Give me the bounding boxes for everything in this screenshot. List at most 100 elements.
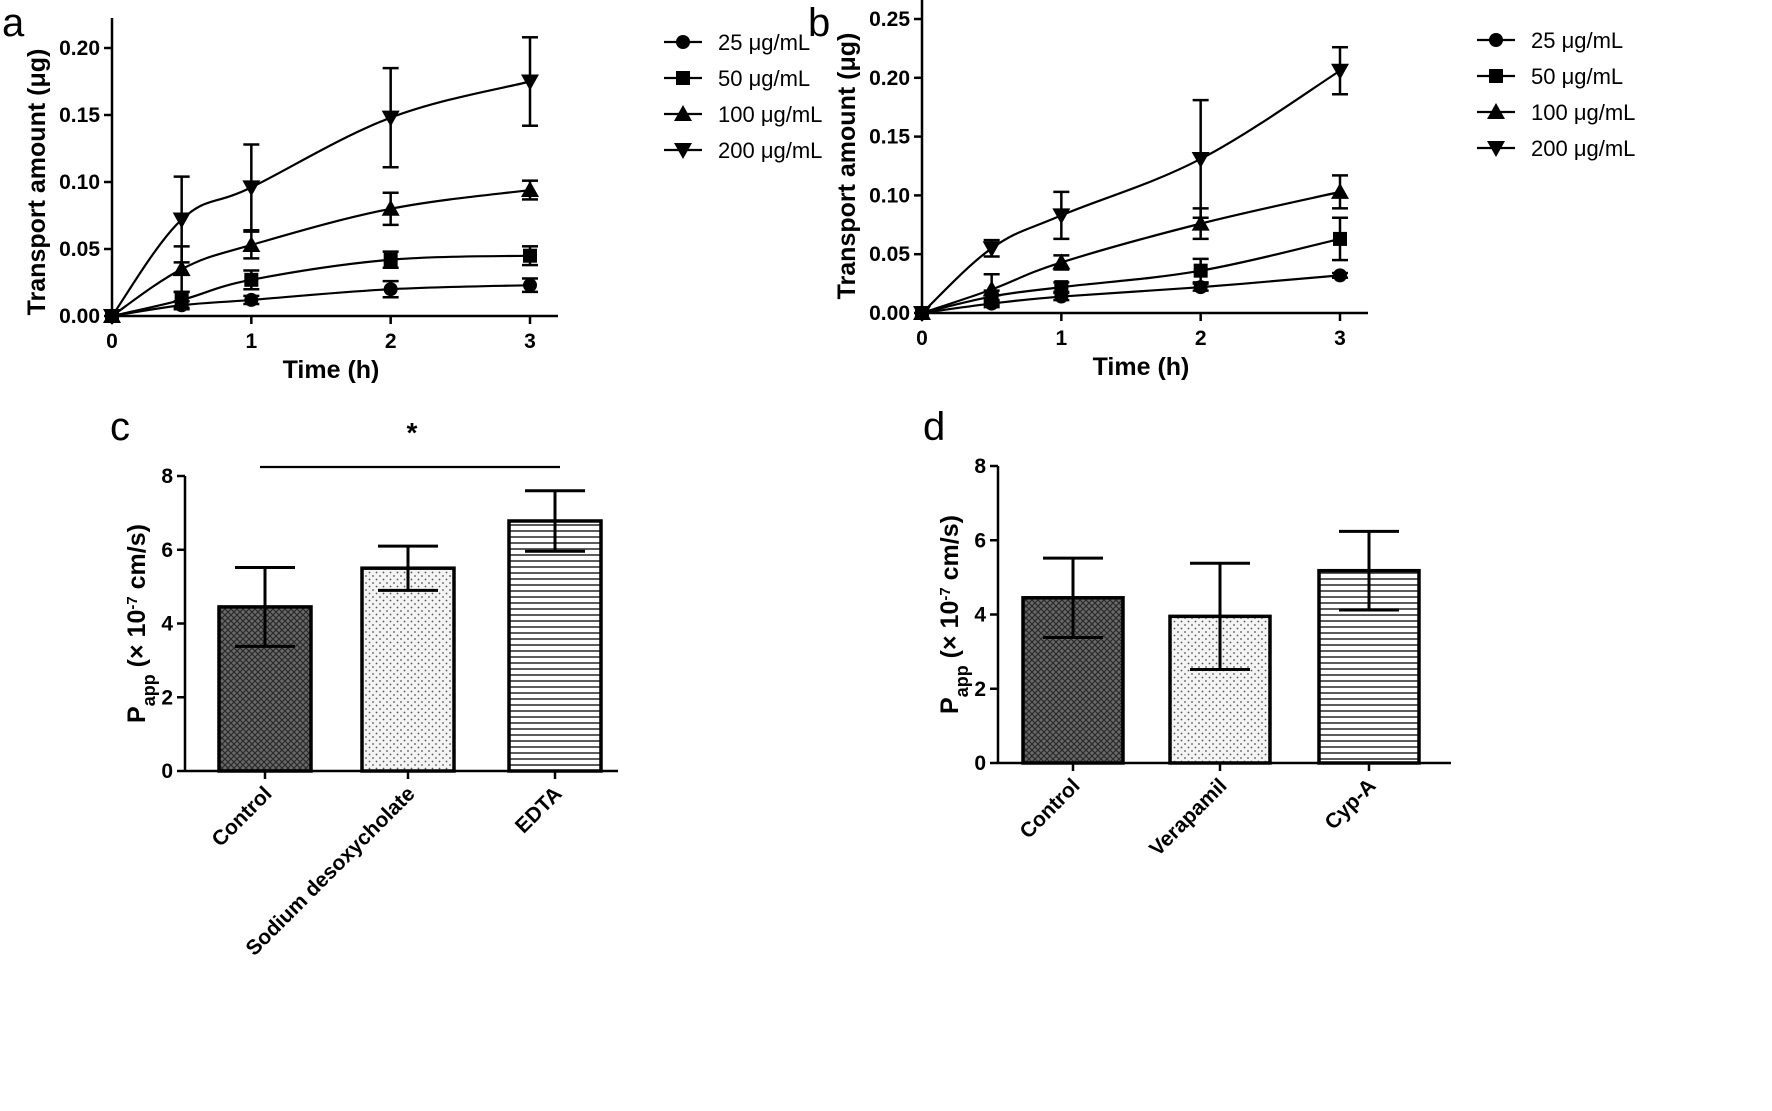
legend-marker — [676, 71, 690, 85]
series-3 — [103, 36, 539, 325]
data-point — [242, 235, 261, 252]
category-label: EDTA — [511, 782, 567, 838]
y-axis-title-part: -7 — [124, 596, 141, 609]
y-axis-title-part: app — [952, 665, 972, 697]
data-point — [1052, 208, 1071, 225]
bar — [360, 566, 456, 773]
y-axis-title-part: -7 — [937, 587, 954, 600]
category-label: Control — [207, 782, 276, 851]
panel-letter-c: c — [110, 405, 130, 449]
y-tick-label: 8 — [974, 455, 986, 478]
x-tick-label: 0 — [106, 330, 118, 353]
series-line — [111, 284, 531, 318]
y-axis-title-part: P — [123, 706, 151, 723]
y-tick-label: 0.15 — [869, 126, 910, 149]
y-axis-title-part: cm/s) — [936, 515, 964, 587]
series-line — [921, 69, 1341, 314]
data-point — [982, 280, 1001, 297]
series-line — [921, 237, 1341, 315]
data-point — [1054, 280, 1069, 295]
data-point — [172, 212, 191, 229]
x-axis-title: Time (h) — [283, 356, 380, 384]
legend-label: 25 μg/mL — [718, 30, 810, 55]
data-point — [383, 252, 398, 267]
data-point — [1331, 63, 1349, 80]
x-tick-label: 2 — [1195, 327, 1207, 350]
y-tick-label: 0.00 — [869, 302, 910, 325]
series-2 — [103, 179, 539, 323]
x-tick-label: 1 — [1055, 327, 1067, 350]
series-line — [111, 188, 531, 317]
category-label: Cyp-A — [1321, 774, 1381, 834]
panel-letter-b: b — [808, 1, 830, 45]
y-tick-label: 0.10 — [59, 171, 100, 194]
data-point — [174, 292, 189, 307]
x-tick-label: 3 — [1334, 327, 1346, 350]
x-tick-label: 3 — [524, 330, 536, 353]
x-tick-label: 0 — [916, 327, 928, 350]
data-point — [1333, 231, 1347, 246]
series-2 — [913, 174, 1349, 320]
data-point — [244, 272, 259, 287]
data-point — [523, 248, 537, 263]
legend-label: 100 μg/mL — [718, 102, 822, 127]
y-tick-label: 6 — [974, 529, 986, 552]
y-axis-title: Transport amount (μg) — [833, 33, 861, 300]
y-axis-title-part: (× 10 — [123, 610, 151, 675]
data-point — [1193, 263, 1208, 278]
y-tick-label: 0.15 — [59, 104, 100, 127]
data-point — [523, 278, 537, 293]
data-point — [982, 241, 1001, 258]
series-3 — [913, 45, 1349, 322]
y-axis-title-part: (× 10 — [936, 601, 964, 666]
legend-marker — [1487, 103, 1505, 119]
y-axis-title: Papp (× 10-7 cm/s) — [936, 515, 972, 714]
y-tick-label: 4 — [974, 604, 986, 627]
data-point — [244, 292, 259, 307]
data-point — [381, 110, 400, 127]
series-line — [921, 190, 1341, 315]
y-tick-label: 0 — [161, 760, 173, 783]
legend-label: 200 μg/mL — [718, 138, 822, 163]
y-tick-label: 0.00 — [59, 305, 100, 328]
chart-panel-d: d 0 2 4 6 8 Papp (× 10-7 cm/s) Control Verapamil… — [923, 405, 1451, 861]
y-tick-label: 4 — [161, 613, 173, 636]
y-tick-label: 0.05 — [869, 243, 910, 266]
y-axis-title-part: cm/s) — [123, 524, 151, 596]
legend-marker — [1489, 69, 1503, 83]
data-point — [1191, 151, 1210, 168]
y-tick-label: 0.20 — [869, 67, 910, 90]
data-point — [521, 181, 539, 198]
category-label: Control — [1015, 774, 1084, 843]
significance-star: * — [407, 417, 418, 448]
data-point — [521, 74, 539, 91]
y-tick-label: 0.25 — [869, 8, 910, 31]
x-tick-label: 2 — [385, 330, 397, 353]
legend-label: 50 μg/mL — [718, 66, 810, 91]
legend-label: 100 μg/mL — [1531, 100, 1635, 125]
legend-label: 50 μg/mL — [1531, 64, 1623, 89]
chart-panel-a: a 0.00 0.05 0.10 0.15 0.20 0 1 2 3 Time (h) Transpo… — [2, 1, 822, 384]
y-tick-label: 8 — [161, 465, 173, 488]
data-point — [381, 199, 400, 216]
data-point — [383, 282, 398, 297]
series-1 — [105, 245, 538, 323]
y-tick-label: 2 — [161, 686, 173, 709]
chart-panel-b: b 0.00 0.05 0.10 0.15 0.20 0.25 0 1 2 3 Time (h) Tra… — [808, 0, 1635, 381]
y-axis-title: Transport amount (μg) — [23, 49, 51, 316]
y-tick-label: 2 — [974, 678, 986, 701]
data-point — [1331, 182, 1349, 199]
y-axis-title-part: app — [139, 674, 159, 706]
panel-letter-d: d — [923, 405, 945, 449]
data-point — [913, 306, 931, 322]
x-tick-label: 1 — [245, 330, 257, 353]
data-point — [1052, 253, 1071, 270]
category-label: Sodium desoxycholate — [242, 782, 420, 960]
bar — [507, 519, 603, 773]
legend-label: 25 μg/mL — [1531, 28, 1623, 53]
legend-label: 200 μg/mL — [1531, 136, 1635, 161]
data-point — [103, 309, 121, 325]
data-point — [172, 260, 191, 277]
